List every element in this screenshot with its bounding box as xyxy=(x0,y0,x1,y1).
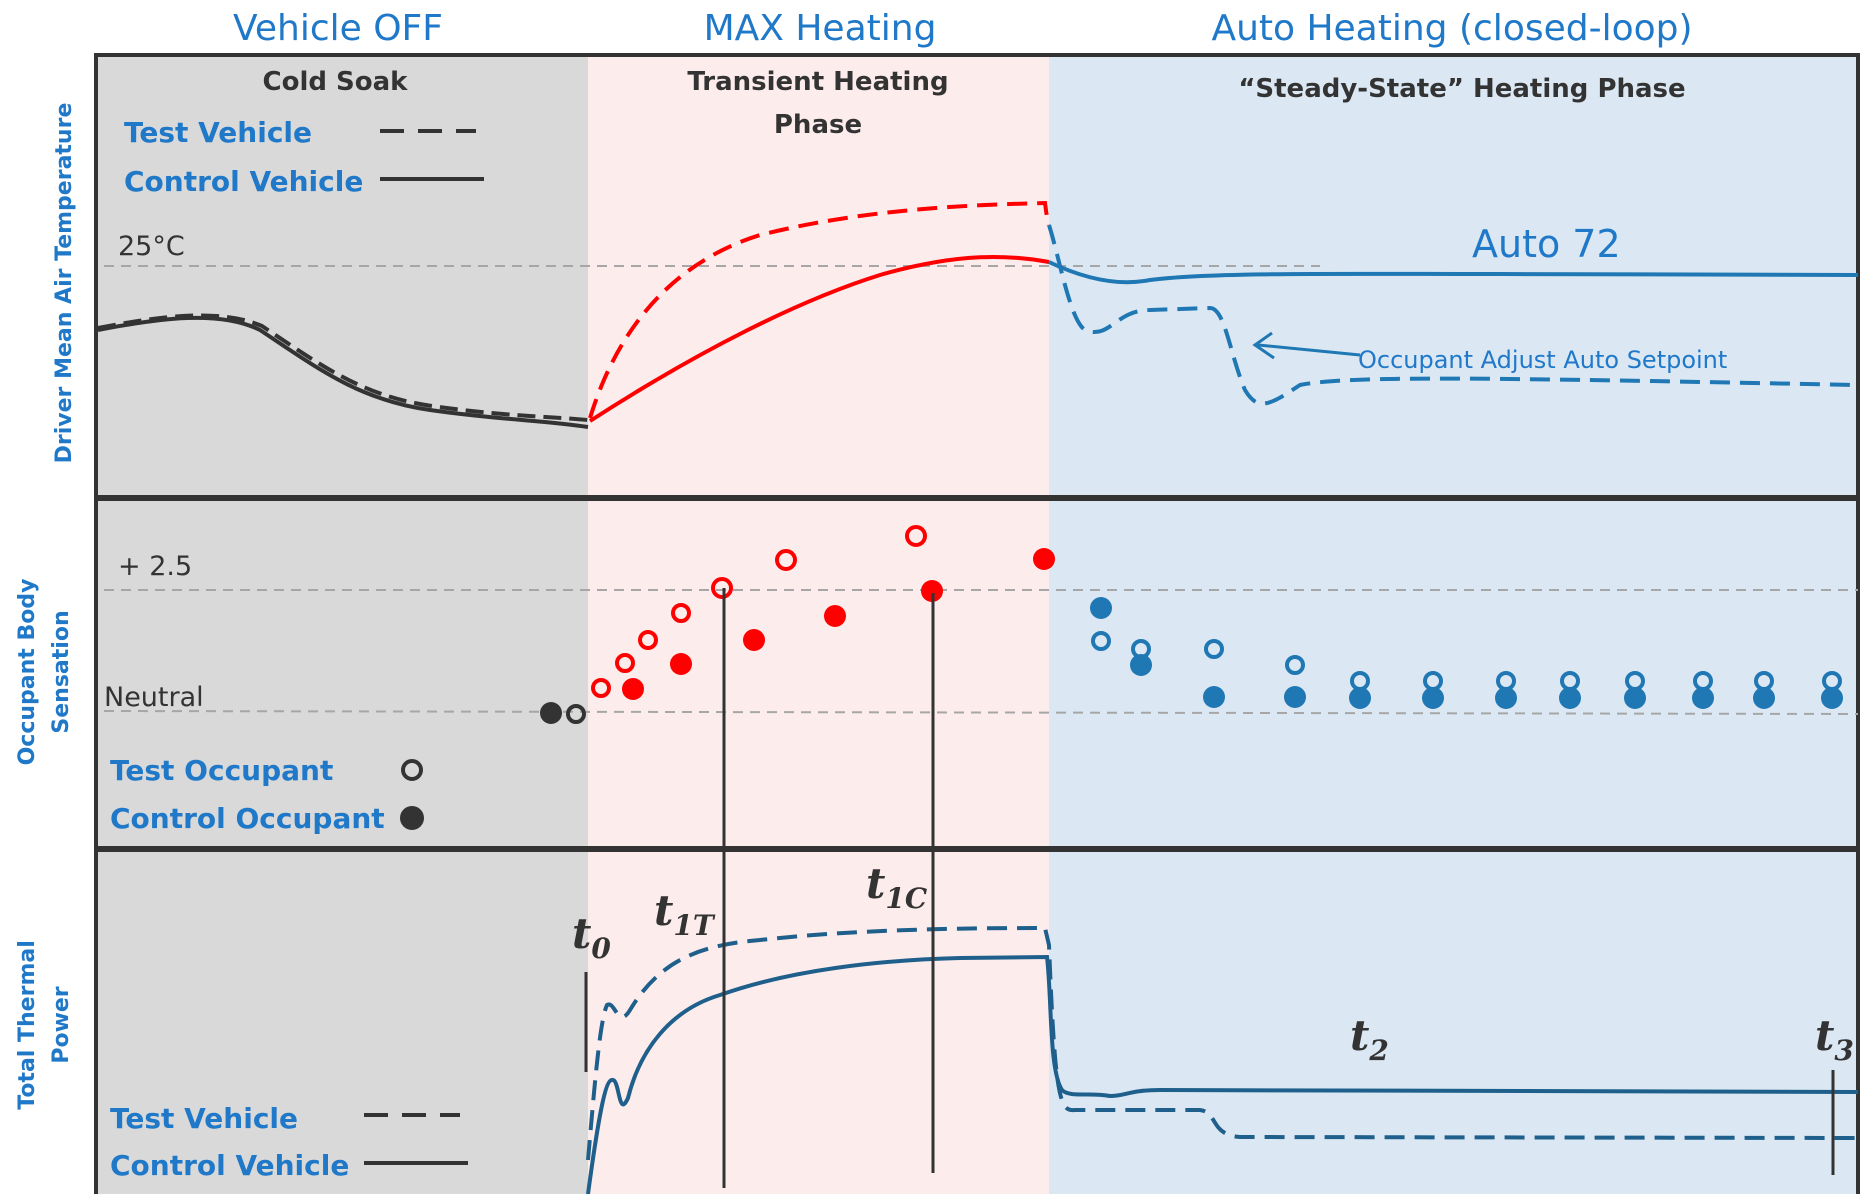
occupant-adjust-arrow-head xyxy=(1252,331,1275,360)
transient-phase-label-line1: Transient Heating xyxy=(687,67,948,97)
control-occupant-point xyxy=(1284,686,1306,708)
test-occupant-point xyxy=(1285,655,1305,675)
control-occupant-point xyxy=(1821,687,1843,709)
control-occupant-point xyxy=(622,678,644,700)
test-occupant-point xyxy=(591,678,611,698)
power-control-curve xyxy=(586,954,1859,1194)
mid-legend-test-marker xyxy=(401,759,423,781)
mid-panel-ylabel-line2: Sensation xyxy=(49,610,74,733)
cold-soak-test-curve xyxy=(97,313,589,422)
test-occupant-point xyxy=(671,603,691,623)
control-occupant-point xyxy=(1495,687,1517,709)
top-panel-ylabel: Driver Mean Air Temperature xyxy=(52,103,77,464)
phase-title-max-heating: MAX Heating xyxy=(704,8,937,49)
occupant-adjust-annotation: Occupant Adjust Auto Setpoint xyxy=(1358,346,1727,374)
control-occupant-point xyxy=(1090,597,1112,619)
steady-state-phase-label: “Steady-State” Heating Phase xyxy=(1238,74,1685,104)
control-occupant-point xyxy=(1422,687,1444,709)
bottom-legend-control-label: Control Vehicle xyxy=(110,1149,349,1182)
mid-legend-control-marker xyxy=(400,806,424,830)
bottom-panel-ylabel-line2: Power xyxy=(49,986,74,1063)
control-occupant-point xyxy=(1753,687,1775,709)
power-test-curve xyxy=(586,925,1859,1161)
auto-heating-test-curve xyxy=(1047,224,1859,406)
auto-heating-control-curve xyxy=(1048,260,1859,285)
mid-legend-control-label: Control Occupant xyxy=(110,802,385,835)
test-occupant-point xyxy=(711,577,733,599)
auto-phase-background xyxy=(1049,55,1860,1194)
cold-soak-label: Cold Soak xyxy=(263,67,409,97)
phase-title-auto-heating: Auto Heating (closed-loop) xyxy=(1211,8,1692,49)
off-phase-background xyxy=(96,55,588,1194)
control-occupant-point xyxy=(1349,687,1371,709)
sensation-points xyxy=(540,525,1843,724)
test-occupant-point xyxy=(638,630,658,650)
test-occupant-point xyxy=(775,549,797,571)
control-occupant-point xyxy=(1130,654,1152,676)
bottom-legend-test-label: Test Vehicle xyxy=(110,1102,298,1135)
neutral-line xyxy=(103,710,1859,715)
test-occupant-point xyxy=(905,525,927,547)
reference-25c-label: 25°C xyxy=(118,231,185,262)
t2-label: t2 xyxy=(1350,1011,1389,1067)
t0-label: t0 xyxy=(572,909,611,965)
transient-phase-label-line2: Phase xyxy=(774,110,862,140)
top-legend-control-label: Control Vehicle xyxy=(124,165,363,198)
control-occupant-point xyxy=(1033,548,1055,570)
mid-panel-ylabel-line1: Occupant Body xyxy=(15,579,40,766)
control-occupant-point xyxy=(540,702,562,724)
top-legend-test-label: Test Vehicle xyxy=(124,116,312,149)
phase-backgrounds xyxy=(96,55,1860,1194)
control-occupant-point xyxy=(1692,687,1714,709)
cold-soak-control-curve xyxy=(97,315,589,429)
test-occupant-point xyxy=(566,704,586,724)
max-heating-test-curve xyxy=(588,200,1050,419)
panel-frames xyxy=(94,53,1860,1194)
control-occupant-point xyxy=(1559,687,1581,709)
neutral-label: Neutral xyxy=(104,682,204,713)
test-occupant-point xyxy=(1091,631,1111,651)
t3-label: t3 xyxy=(1815,1011,1854,1067)
control-occupant-point xyxy=(921,580,943,602)
test-occupant-point xyxy=(1204,639,1224,659)
max-heating-control-curve xyxy=(588,254,1050,423)
control-occupant-point xyxy=(1203,686,1225,708)
control-occupant-point xyxy=(743,629,765,651)
reference-plus-2-5-label: + 2.5 xyxy=(118,551,192,582)
max-phase-background xyxy=(588,55,1049,1194)
test-occupant-point xyxy=(615,653,635,673)
bottom-panel-frame xyxy=(94,848,1860,1194)
bottom-panel-ylabel-line1: Total Thermal xyxy=(15,940,40,1110)
t1T-label: t1T xyxy=(654,886,716,942)
phase-title-vehicle-off: Vehicle OFF xyxy=(233,8,443,49)
t1C-label: t1C xyxy=(866,859,928,915)
control-occupant-point xyxy=(670,653,692,675)
occupant-adjust-arrow xyxy=(1257,343,1361,357)
auto-72-label: Auto 72 xyxy=(1472,222,1621,266)
mid-legend-test-label: Test Occupant xyxy=(110,754,333,787)
control-occupant-point xyxy=(824,605,846,627)
control-occupant-point xyxy=(1624,687,1646,709)
